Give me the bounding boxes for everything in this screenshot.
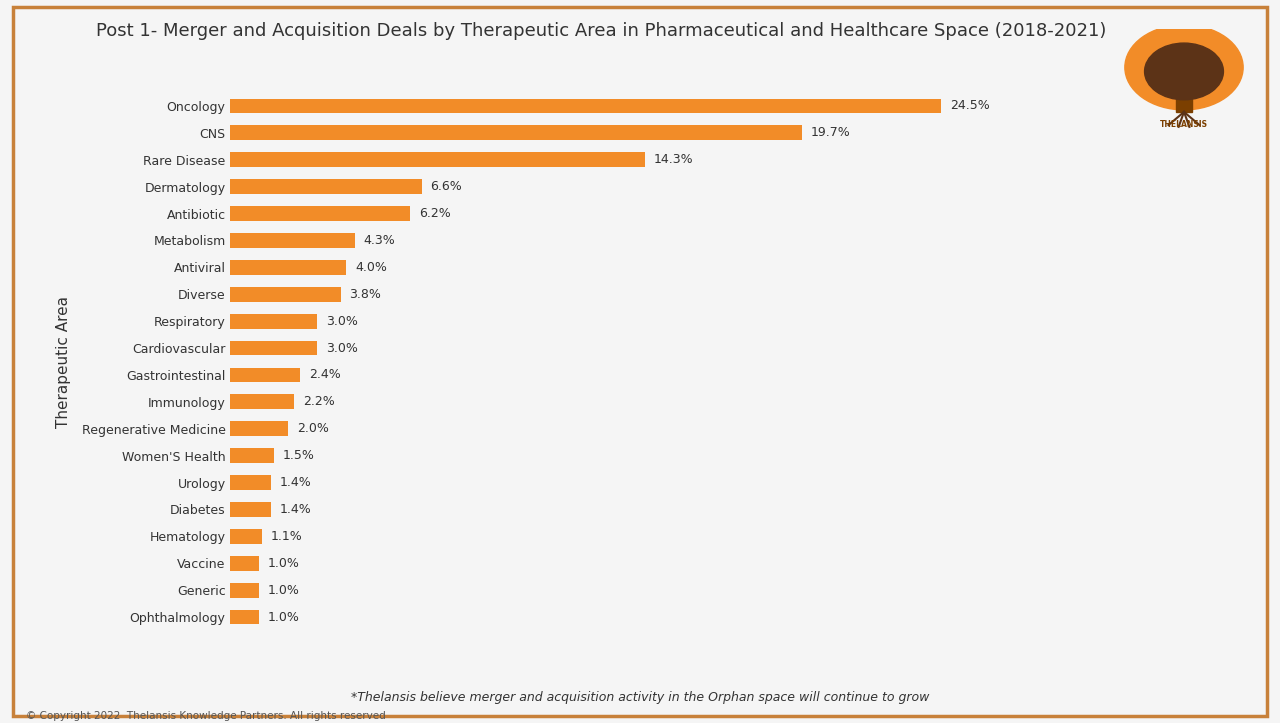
Bar [230,475,271,490]
Text: 1.1%: 1.1% [271,530,303,543]
Bar [230,556,260,570]
Text: 2.2%: 2.2% [303,395,334,408]
Text: 6.6%: 6.6% [430,180,462,193]
Text: 2.4%: 2.4% [308,369,340,382]
Text: 14.3%: 14.3% [654,153,694,166]
Bar [230,341,317,356]
Bar [230,395,294,409]
Bar [1175,87,1193,112]
Bar [230,206,411,221]
Circle shape [1144,43,1224,100]
Text: 1.0%: 1.0% [268,610,300,623]
Text: Post 1- Merger and Acquisition Deals by Therapeutic Area in Pharmaceutical and H: Post 1- Merger and Acquisition Deals by … [96,22,1107,40]
Bar [230,448,274,463]
Text: 1.0%: 1.0% [268,583,300,596]
Text: 1.4%: 1.4% [280,476,311,489]
Bar [230,98,941,114]
Bar [230,502,271,517]
Circle shape [1125,25,1243,110]
Bar [230,260,347,275]
Text: 3.0%: 3.0% [326,341,358,354]
Bar [230,609,260,625]
Bar [230,367,300,382]
Bar [230,233,355,248]
Text: 1.0%: 1.0% [268,557,300,570]
Bar [230,583,260,597]
Text: 4.0%: 4.0% [355,261,387,274]
Text: 19.7%: 19.7% [810,127,850,140]
Text: 2.0%: 2.0% [297,422,329,435]
Text: 3.8%: 3.8% [349,288,381,301]
Bar [230,314,317,328]
Text: 1.5%: 1.5% [283,449,315,462]
Text: 6.2%: 6.2% [419,207,451,220]
Text: 3.0%: 3.0% [326,315,358,328]
Text: 4.3%: 4.3% [364,234,396,247]
Text: 24.5%: 24.5% [950,100,989,113]
Bar [230,422,288,436]
Bar [230,287,340,301]
Bar [230,153,645,167]
Bar [230,179,422,194]
Text: THELANSIS: THELANSIS [1160,119,1208,129]
Bar [230,126,803,140]
Text: 1.4%: 1.4% [280,503,311,516]
Text: © Copyright 2022  Thelansis Knowledge Partners. All rights reserved: © Copyright 2022 Thelansis Knowledge Par… [26,711,385,722]
Bar [230,529,262,544]
Y-axis label: Therapeutic Area: Therapeutic Area [55,296,70,427]
Text: *Thelansis believe merger and acquisition activity in the Orphan space will cont: *Thelansis believe merger and acquisitio… [351,691,929,704]
